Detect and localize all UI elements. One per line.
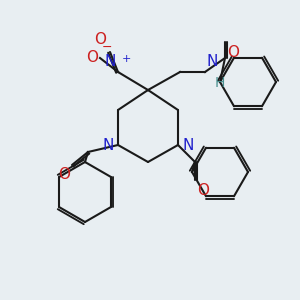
Text: H: H bbox=[215, 76, 225, 90]
Text: O: O bbox=[86, 50, 98, 65]
Text: +: + bbox=[122, 54, 131, 64]
Text: N: N bbox=[103, 137, 114, 152]
Text: O: O bbox=[227, 45, 239, 60]
Text: O: O bbox=[94, 32, 106, 47]
Text: N: N bbox=[105, 54, 116, 69]
Text: O: O bbox=[197, 183, 209, 198]
Text: O: O bbox=[58, 167, 70, 182]
Text: N: N bbox=[207, 54, 218, 69]
Text: −: − bbox=[102, 41, 112, 54]
Text: N: N bbox=[182, 137, 194, 152]
